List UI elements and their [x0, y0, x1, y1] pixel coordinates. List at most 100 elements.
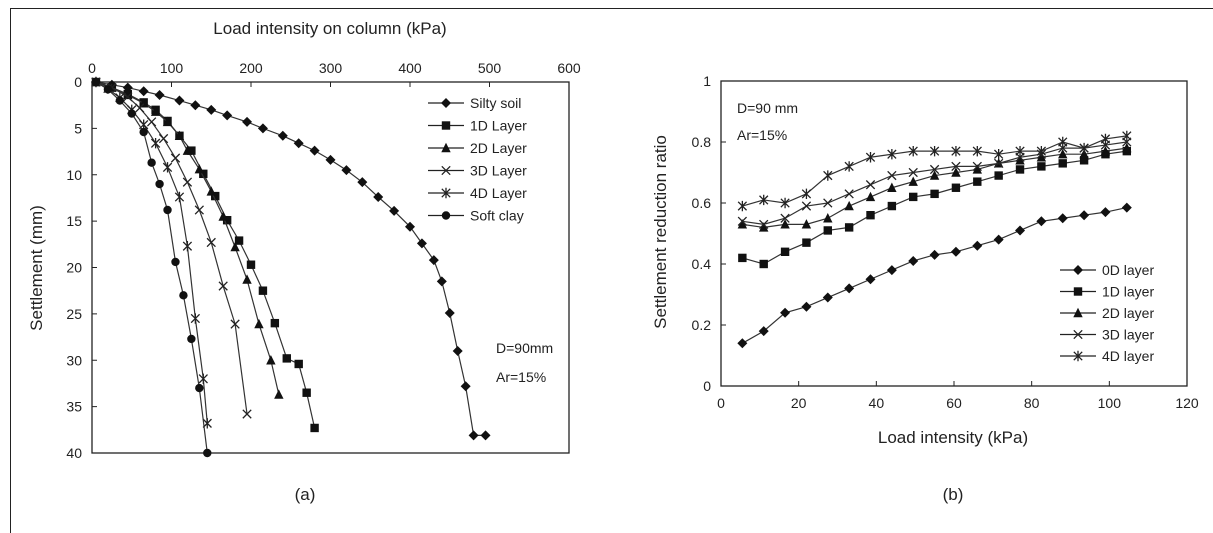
- data-point: [416, 238, 427, 249]
- data-point: [294, 359, 303, 369]
- panel-a-legend: Silty soil 1D Layer 2D Layer 3D Layer 4D Lay…: [428, 95, 527, 224]
- data-point: [187, 334, 196, 344]
- data-point: [242, 274, 252, 284]
- data-point: [1079, 142, 1089, 154]
- data-point: [844, 189, 854, 199]
- data-point: [950, 246, 961, 257]
- data-point: [389, 205, 400, 216]
- y-tick-label: 0.6: [692, 195, 712, 211]
- data-point: [929, 164, 940, 175]
- data-point: [780, 307, 791, 318]
- data-point: [994, 171, 1003, 180]
- data-point: [138, 86, 149, 97]
- series-3d-layer: [91, 77, 252, 419]
- legend-label: 2D Layer: [470, 140, 527, 156]
- data-point: [190, 313, 201, 324]
- data-point: [444, 307, 455, 318]
- x-tick-label: 60: [946, 395, 962, 411]
- data-point: [759, 194, 769, 206]
- data-point: [1100, 133, 1111, 145]
- data-point: [844, 223, 854, 232]
- x-tick-label: 0: [88, 60, 96, 76]
- data-point: [309, 145, 320, 156]
- data-point: [341, 165, 352, 176]
- data-point: [886, 265, 897, 276]
- data-point: [162, 162, 173, 173]
- x-tick-label: 300: [319, 60, 343, 76]
- data-point: [190, 100, 201, 111]
- data-point: [123, 92, 133, 102]
- y-tick-label: 15: [66, 213, 82, 229]
- data-point: [187, 146, 196, 155]
- data-point: [909, 192, 918, 202]
- y-tick-label: 0.2: [692, 317, 712, 333]
- data-point: [1121, 202, 1132, 213]
- data-point: [258, 286, 268, 295]
- data-point: [1122, 130, 1132, 142]
- data-point: [428, 255, 439, 266]
- series-silty-soil: [90, 77, 491, 441]
- legend-marker: [441, 165, 451, 176]
- data-point: [222, 110, 233, 121]
- x-tick-label: 200: [239, 60, 263, 76]
- data-point: [293, 138, 304, 149]
- data-point: [1057, 213, 1068, 224]
- panel-a-x-axis-title: Load intensity on column (kPa): [213, 19, 446, 38]
- data-point: [218, 211, 228, 221]
- y-tick-label: 0.4: [692, 256, 712, 272]
- data-point: [123, 89, 133, 100]
- data-point: [972, 145, 982, 157]
- data-point: [1122, 142, 1132, 153]
- legend-label: 3D layer: [1102, 327, 1154, 343]
- data-point: [246, 260, 256, 269]
- panel-a-x-axis: 0 100 200 300 400 500 600: [88, 60, 581, 87]
- y-tick-label: 0.8: [692, 134, 712, 150]
- legend-label: 3D Layer: [470, 163, 527, 179]
- data-point: [801, 219, 812, 229]
- data-point: [150, 106, 161, 116]
- data-point: [866, 211, 875, 220]
- data-point: [162, 116, 173, 127]
- data-point: [254, 318, 264, 329]
- data-point: [780, 213, 790, 223]
- series-line-3d-layer: [95, 81, 248, 415]
- data-point: [171, 257, 180, 267]
- y-tick-label: 10: [66, 167, 82, 183]
- data-point: [929, 145, 940, 157]
- legend-item-3d-layer: 3D layer: [1060, 327, 1154, 343]
- data-point: [103, 85, 113, 94]
- data-point: [138, 98, 149, 108]
- data-point: [206, 237, 216, 248]
- data-point: [211, 191, 220, 201]
- series-1d-layer: [91, 77, 319, 433]
- data-point: [194, 163, 205, 174]
- data-point: [163, 205, 172, 215]
- x-tick-label: 20: [791, 395, 807, 411]
- y-tick-label: 20: [66, 260, 82, 276]
- y-tick-label: 0: [703, 378, 711, 394]
- y-tick-label: 5: [74, 120, 82, 136]
- legend-item-3d-layer: 3D Layer: [428, 163, 527, 179]
- data-point: [158, 133, 169, 144]
- legend-marker: [441, 121, 451, 130]
- data-point: [357, 177, 368, 188]
- data-point: [198, 373, 208, 384]
- data-point: [310, 423, 319, 433]
- data-point: [146, 117, 157, 127]
- data-point: [759, 219, 769, 230]
- panel-a-y-axis: 0 5 10 15 20 25 30 35 40: [66, 74, 97, 461]
- data-point: [993, 158, 1004, 169]
- data-point: [929, 170, 940, 180]
- data-point: [174, 191, 185, 203]
- x-tick-label: 0: [717, 395, 725, 411]
- x-tick-label: 100: [1098, 395, 1122, 411]
- panel-a: 0 100 200 300 400 500 600 0 5 10 15 20 25 30 35 40 Loa…: [27, 19, 581, 504]
- series-line-2d-layer: [95, 81, 280, 395]
- data-point: [436, 276, 447, 287]
- series-2d-layer: [737, 142, 1132, 232]
- data-point: [1015, 145, 1025, 157]
- data-point: [182, 177, 193, 187]
- data-point: [737, 219, 748, 229]
- data-point: [993, 234, 1004, 245]
- legend-marker: [441, 142, 451, 153]
